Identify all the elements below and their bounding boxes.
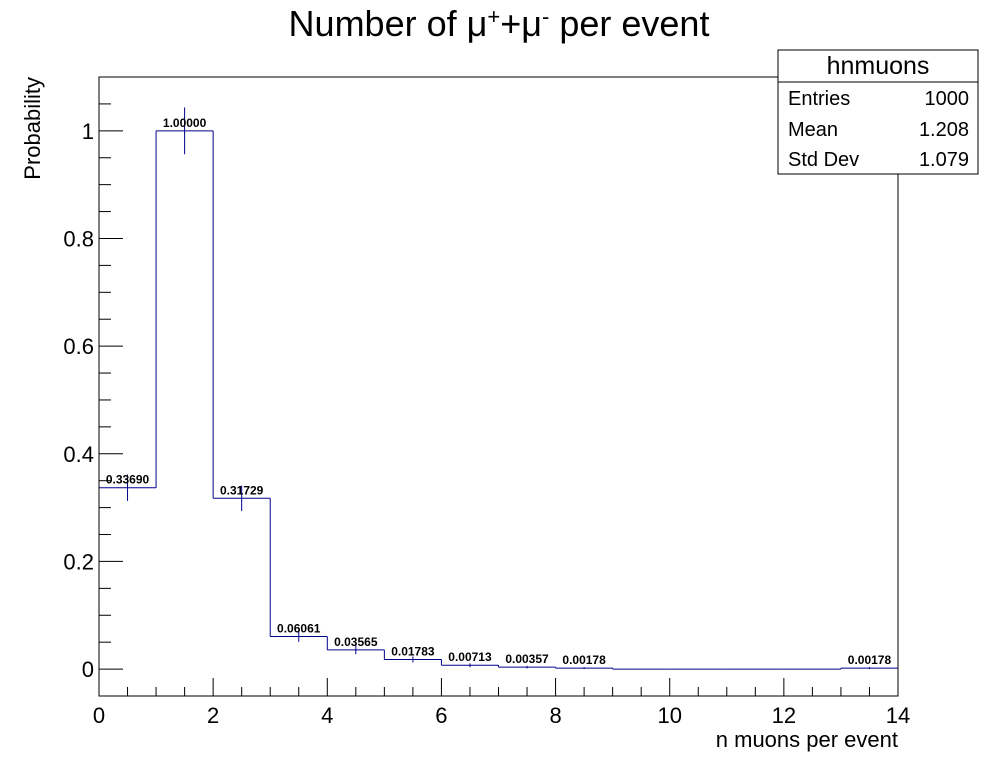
x-axis-title: n muons per event <box>716 727 898 752</box>
y-axis-title: Probability <box>20 77 45 180</box>
y-tick-label: 0.8 <box>63 226 94 251</box>
chart-title-prefix: Number of <box>289 3 467 44</box>
x-tick-label: 8 <box>549 703 561 728</box>
y-tick-label: 0.4 <box>63 442 94 467</box>
stats-stddev-value: 1.079 <box>919 149 969 171</box>
histogram-bins <box>99 130 898 670</box>
bin-value-label: 0.33690 <box>106 473 150 487</box>
stats-box-frame <box>777 49 979 175</box>
stats-mean-label: Mean <box>788 119 838 141</box>
bin-value-label: 0.06061 <box>277 621 321 635</box>
bin-value-label: 0.01783 <box>391 644 435 658</box>
chart-title-mu-minus: μ <box>521 3 542 44</box>
stats-entries-label: Entries <box>788 88 850 110</box>
bin-value-label: 0.00178 <box>848 653 892 667</box>
stats-box: hnmuons Entries 1000 Mean 1.208 Std Dev … <box>777 49 979 175</box>
bin-value-label: 1.00000 <box>163 116 207 130</box>
x-axis-tick-labels: 0 2 4 6 8 10 12 14 <box>93 703 910 728</box>
bin-value-label: 0.00357 <box>505 652 549 666</box>
x-axis-ticks <box>98 678 899 696</box>
bin-value-label: 0.31729 <box>220 483 264 497</box>
chart-title-mu-plus: μ <box>467 3 488 44</box>
x-tick-label: 12 <box>772 703 796 728</box>
y-tick-label: 1 <box>82 119 94 144</box>
bin-value-label: 0.00713 <box>448 650 492 664</box>
chart-title-minus-superscript: - <box>542 4 549 29</box>
y-tick-label: 0 <box>82 657 94 682</box>
y-tick-label: 0.2 <box>63 549 94 574</box>
y-tick-label: 0.6 <box>63 334 94 359</box>
chart-title-plus-superscript: + <box>487 4 500 29</box>
x-tick-label: 14 <box>886 703 910 728</box>
y-axis-tick-labels: 0 0.2 0.4 0.6 0.8 1 <box>63 119 94 682</box>
x-tick-label: 6 <box>435 703 447 728</box>
chart-title-plus-sign: + <box>500 3 521 44</box>
x-tick-label: 2 <box>207 703 219 728</box>
stats-stddev-label: Std Dev <box>788 149 859 171</box>
chart-title-suffix: per event <box>549 3 709 44</box>
histogram-error-bars <box>127 107 870 670</box>
stats-box-name: hnmuons <box>827 52 930 80</box>
bin-value-label: 0.03565 <box>334 635 378 649</box>
bin-value-label: 0.00178 <box>562 653 606 667</box>
stats-mean-value: 1.208 <box>919 119 969 141</box>
y-axis-ticks <box>99 76 123 697</box>
x-tick-label: 0 <box>93 703 105 728</box>
chart-title: Number of μ++μ- per event <box>289 3 710 44</box>
x-tick-label: 10 <box>657 703 681 728</box>
stats-entries-value: 1000 <box>925 88 970 110</box>
histogram-bin-labels: 0.33690 1.00000 0.31729 0.06061 0.03565 0.017… <box>106 116 892 667</box>
x-tick-label: 4 <box>321 703 333 728</box>
